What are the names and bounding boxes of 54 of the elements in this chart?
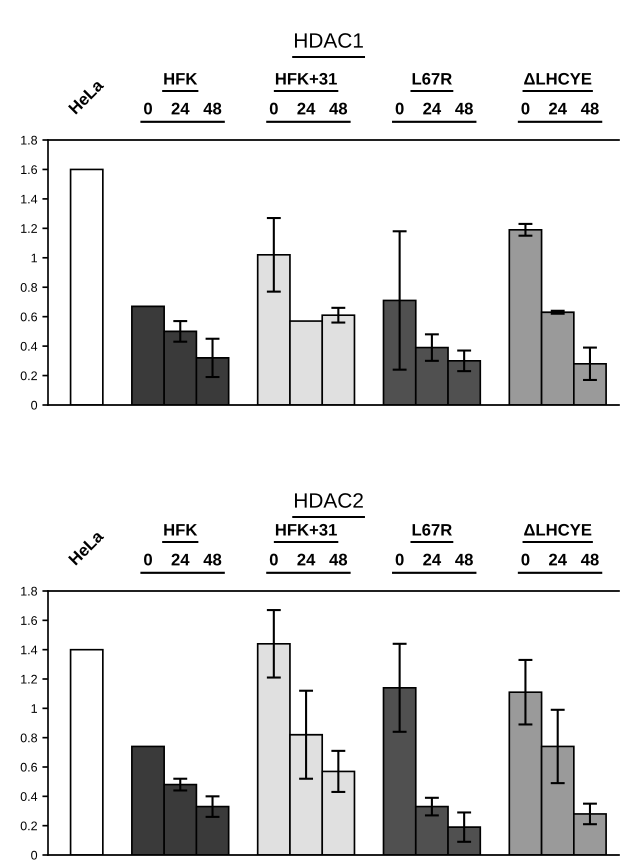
x-tick-label: 0 [144, 554, 152, 566]
x-tick-label: 24 [172, 102, 190, 114]
y-tick-label: 0.4 [20, 342, 38, 351]
y-tick-label: 0.6 [20, 762, 38, 772]
text: L67R [412, 524, 452, 536]
x-tick-label: 48 [329, 554, 348, 566]
y-tick-label: 1.6 [21, 616, 38, 625]
x-tick-label: 0 [521, 554, 530, 566]
y-tick-label: 1.8 [21, 136, 38, 145]
x-tick-label: 24 [423, 554, 442, 566]
y-tick-label: 1.6 [21, 165, 38, 174]
y-tick-label: 1.4 [21, 646, 38, 654]
x-tick-label: 0 [396, 554, 404, 566]
y-tick-label: 0.2 [20, 371, 37, 380]
x-tick-label: 24 [549, 102, 567, 114]
text: ΔLHCYE [524, 72, 592, 85]
x-tick-label: 0 [144, 102, 152, 114]
text: ΔLHCYE [524, 524, 592, 536]
y-tick-label: 0.6 [20, 312, 38, 322]
text: L67R [412, 72, 452, 85]
x-tick-label: 48 [580, 102, 599, 114]
y-tick-label: 0 [31, 850, 38, 860]
x-tick-label: 0 [521, 102, 530, 114]
x-tick-label: 48 [455, 554, 473, 566]
text: HFK+31 [276, 72, 337, 85]
x-tick-label: 48 [329, 102, 348, 114]
text: HFK [164, 524, 198, 536]
y-tick-label: 1.4 [21, 194, 38, 204]
x-tick-label: 0 [396, 102, 404, 114]
x-tick-label: 48 [455, 102, 473, 114]
x-tick-label: 48 [204, 554, 222, 566]
y-tick-label: 0 [31, 400, 38, 410]
text: HFK [164, 73, 198, 85]
y-tick-label: 1.8 [21, 586, 38, 596]
y-tick-label: 0.4 [20, 792, 38, 801]
x-tick-label: 0 [270, 102, 278, 114]
chart-title: HDAC1 [295, 33, 363, 48]
y-tick-label: 1.2 [21, 224, 37, 233]
x-tick-label: 24 [172, 554, 190, 566]
y-tick-label: 1 [32, 704, 37, 713]
text: HFK+31 [276, 524, 337, 536]
y-tick-label: 0.8 [20, 283, 38, 292]
x-tick-label: 24 [549, 554, 567, 566]
x-tick-label: 48 [580, 554, 599, 566]
y-tick-label: 1.2 [21, 674, 37, 684]
x-tick-label: 24 [297, 554, 316, 566]
y-tick-label: 0.8 [20, 733, 38, 742]
x-tick-label: 24 [297, 102, 316, 114]
chart-title: HDAC2 [295, 493, 363, 508]
x-tick-label: 24 [423, 102, 442, 114]
x-tick-label: 0 [270, 554, 278, 566]
y-tick-label: 0.2 [20, 821, 37, 830]
y-tick-label: 1 [32, 254, 37, 262]
x-tick-label: 48 [204, 102, 222, 114]
